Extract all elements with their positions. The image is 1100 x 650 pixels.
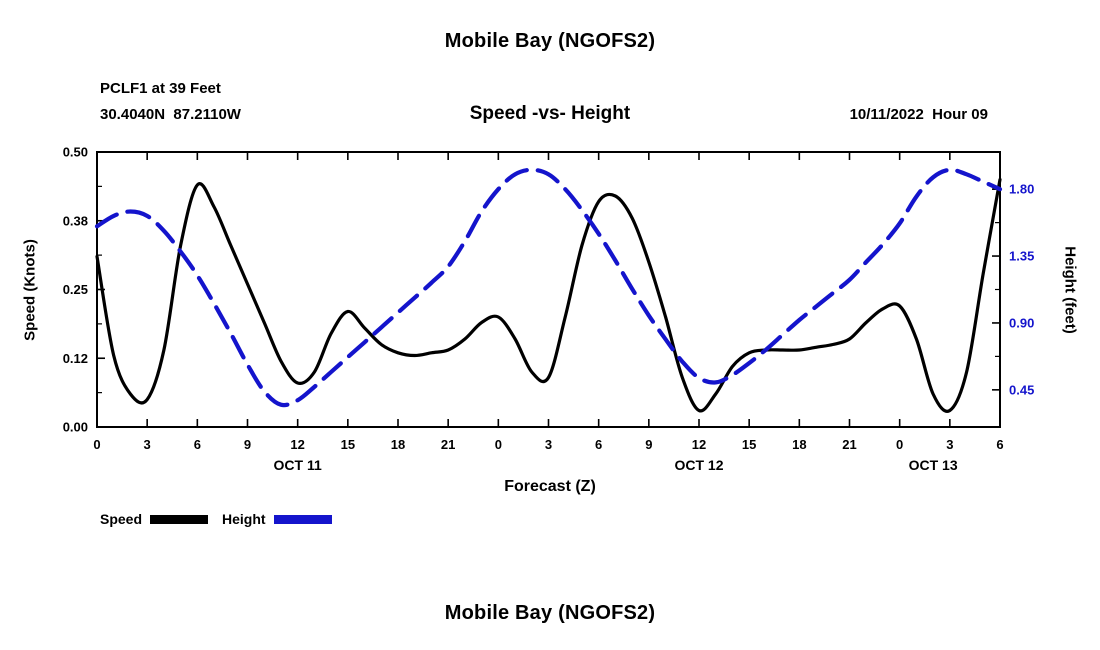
x-tick-label: 12 xyxy=(692,437,706,452)
x-tick-label: 0 xyxy=(93,437,100,452)
x-tick-label: 0 xyxy=(896,437,903,452)
legend-speed-label: Speed xyxy=(100,511,143,527)
xaxis-title: Forecast (Z) xyxy=(504,478,596,495)
x-tick-label: 6 xyxy=(194,437,201,452)
legend-height-swatch xyxy=(273,514,332,524)
x-tick-label: 21 xyxy=(842,437,856,452)
x-tick-label: 12 xyxy=(290,437,304,452)
chart-legend: Speed Height xyxy=(100,511,332,527)
x-tick-label: 0 xyxy=(495,437,502,452)
left-tick-label: 0.38 xyxy=(63,213,88,228)
x-tick-label: 21 xyxy=(441,437,455,452)
day-label: OCT 13 xyxy=(909,457,958,473)
forecast-datetime-label: 10/11/2022 Hour 09 xyxy=(849,106,988,123)
right-tick-label: 1.80 xyxy=(1009,182,1034,197)
left-tick-label: 0.12 xyxy=(63,351,88,366)
chart-plot-area: 0 3 6 9 12 15 18 21 0 3 6 9 12 15 18 21 0 3 6 OCT 11 OCT 12 O… xyxy=(63,145,1035,474)
left-tick-label: 0.25 xyxy=(63,282,88,297)
right-tick-label: 0.45 xyxy=(1009,382,1034,397)
chart-subtitle: Speed -vs- Height xyxy=(469,103,631,124)
x-tick-label: 3 xyxy=(946,437,953,452)
x-tick-label: 6 xyxy=(996,437,1003,452)
left-tick-label: 0.50 xyxy=(63,145,88,160)
x-tick-label: 3 xyxy=(545,437,552,452)
x-tick-label: 3 xyxy=(144,437,151,452)
x-tick-label: 6 xyxy=(595,437,602,452)
station-coordinates-label: 30.4040N 87.2110W xyxy=(100,106,241,123)
plot-frame xyxy=(96,151,1001,428)
x-tick-label: 15 xyxy=(341,437,355,452)
chart-title-top: Mobile Bay (NGOFS2) xyxy=(444,30,656,52)
x-tick-label: 9 xyxy=(244,437,251,452)
x-tick-label: 15 xyxy=(742,437,756,452)
x-tick-label: 18 xyxy=(391,437,405,452)
speed-line xyxy=(95,177,1002,413)
legend-item-height: Height xyxy=(222,511,332,527)
chart-title-bottom: Mobile Bay (NGOFS2) xyxy=(444,602,656,624)
legend-item-speed: Speed xyxy=(100,511,209,527)
right-tick-label: 1.35 xyxy=(1009,249,1034,264)
x-tick-label: 18 xyxy=(792,437,806,452)
legend-height-label: Height xyxy=(222,511,266,527)
station-id-label: PCLF1 at 39 Feet xyxy=(100,80,221,97)
day-label: OCT 12 xyxy=(674,457,723,473)
x-tick-label: 9 xyxy=(645,437,652,452)
height-line xyxy=(94,167,1003,408)
legend-speed-swatch xyxy=(150,514,209,524)
left-tick-label: 0.00 xyxy=(63,420,88,435)
day-label: OCT 11 xyxy=(274,457,322,473)
right-tick-label: 0.90 xyxy=(1009,315,1034,330)
